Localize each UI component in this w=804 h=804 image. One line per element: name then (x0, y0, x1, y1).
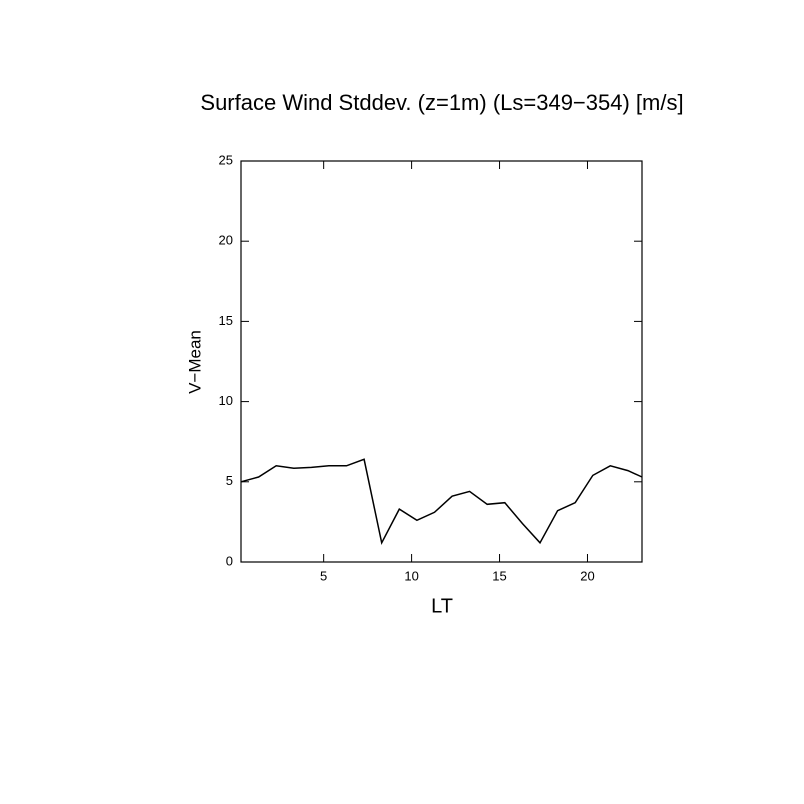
y-tick-label: 10 (219, 393, 233, 408)
y-tick-label: 5 (226, 473, 233, 488)
x-tick-label: 15 (492, 568, 506, 583)
y-axis-label: V−Mean (185, 330, 204, 394)
x-tick-label: 5 (320, 568, 327, 583)
y-tick-label: 0 (226, 553, 233, 568)
y-tick-label: 25 (219, 152, 233, 167)
data-line (240, 458, 643, 545)
x-axis-label: LT (431, 595, 453, 617)
y-tick-label: 20 (219, 233, 233, 248)
plot-frame (240, 160, 643, 563)
y-tick-label: 15 (219, 313, 233, 328)
chart-title: Surface Wind Stddev. (z=1m) (Ls=349−354)… (200, 90, 683, 115)
x-tick-label: 10 (404, 568, 418, 583)
x-tick-label: 20 (580, 568, 594, 583)
